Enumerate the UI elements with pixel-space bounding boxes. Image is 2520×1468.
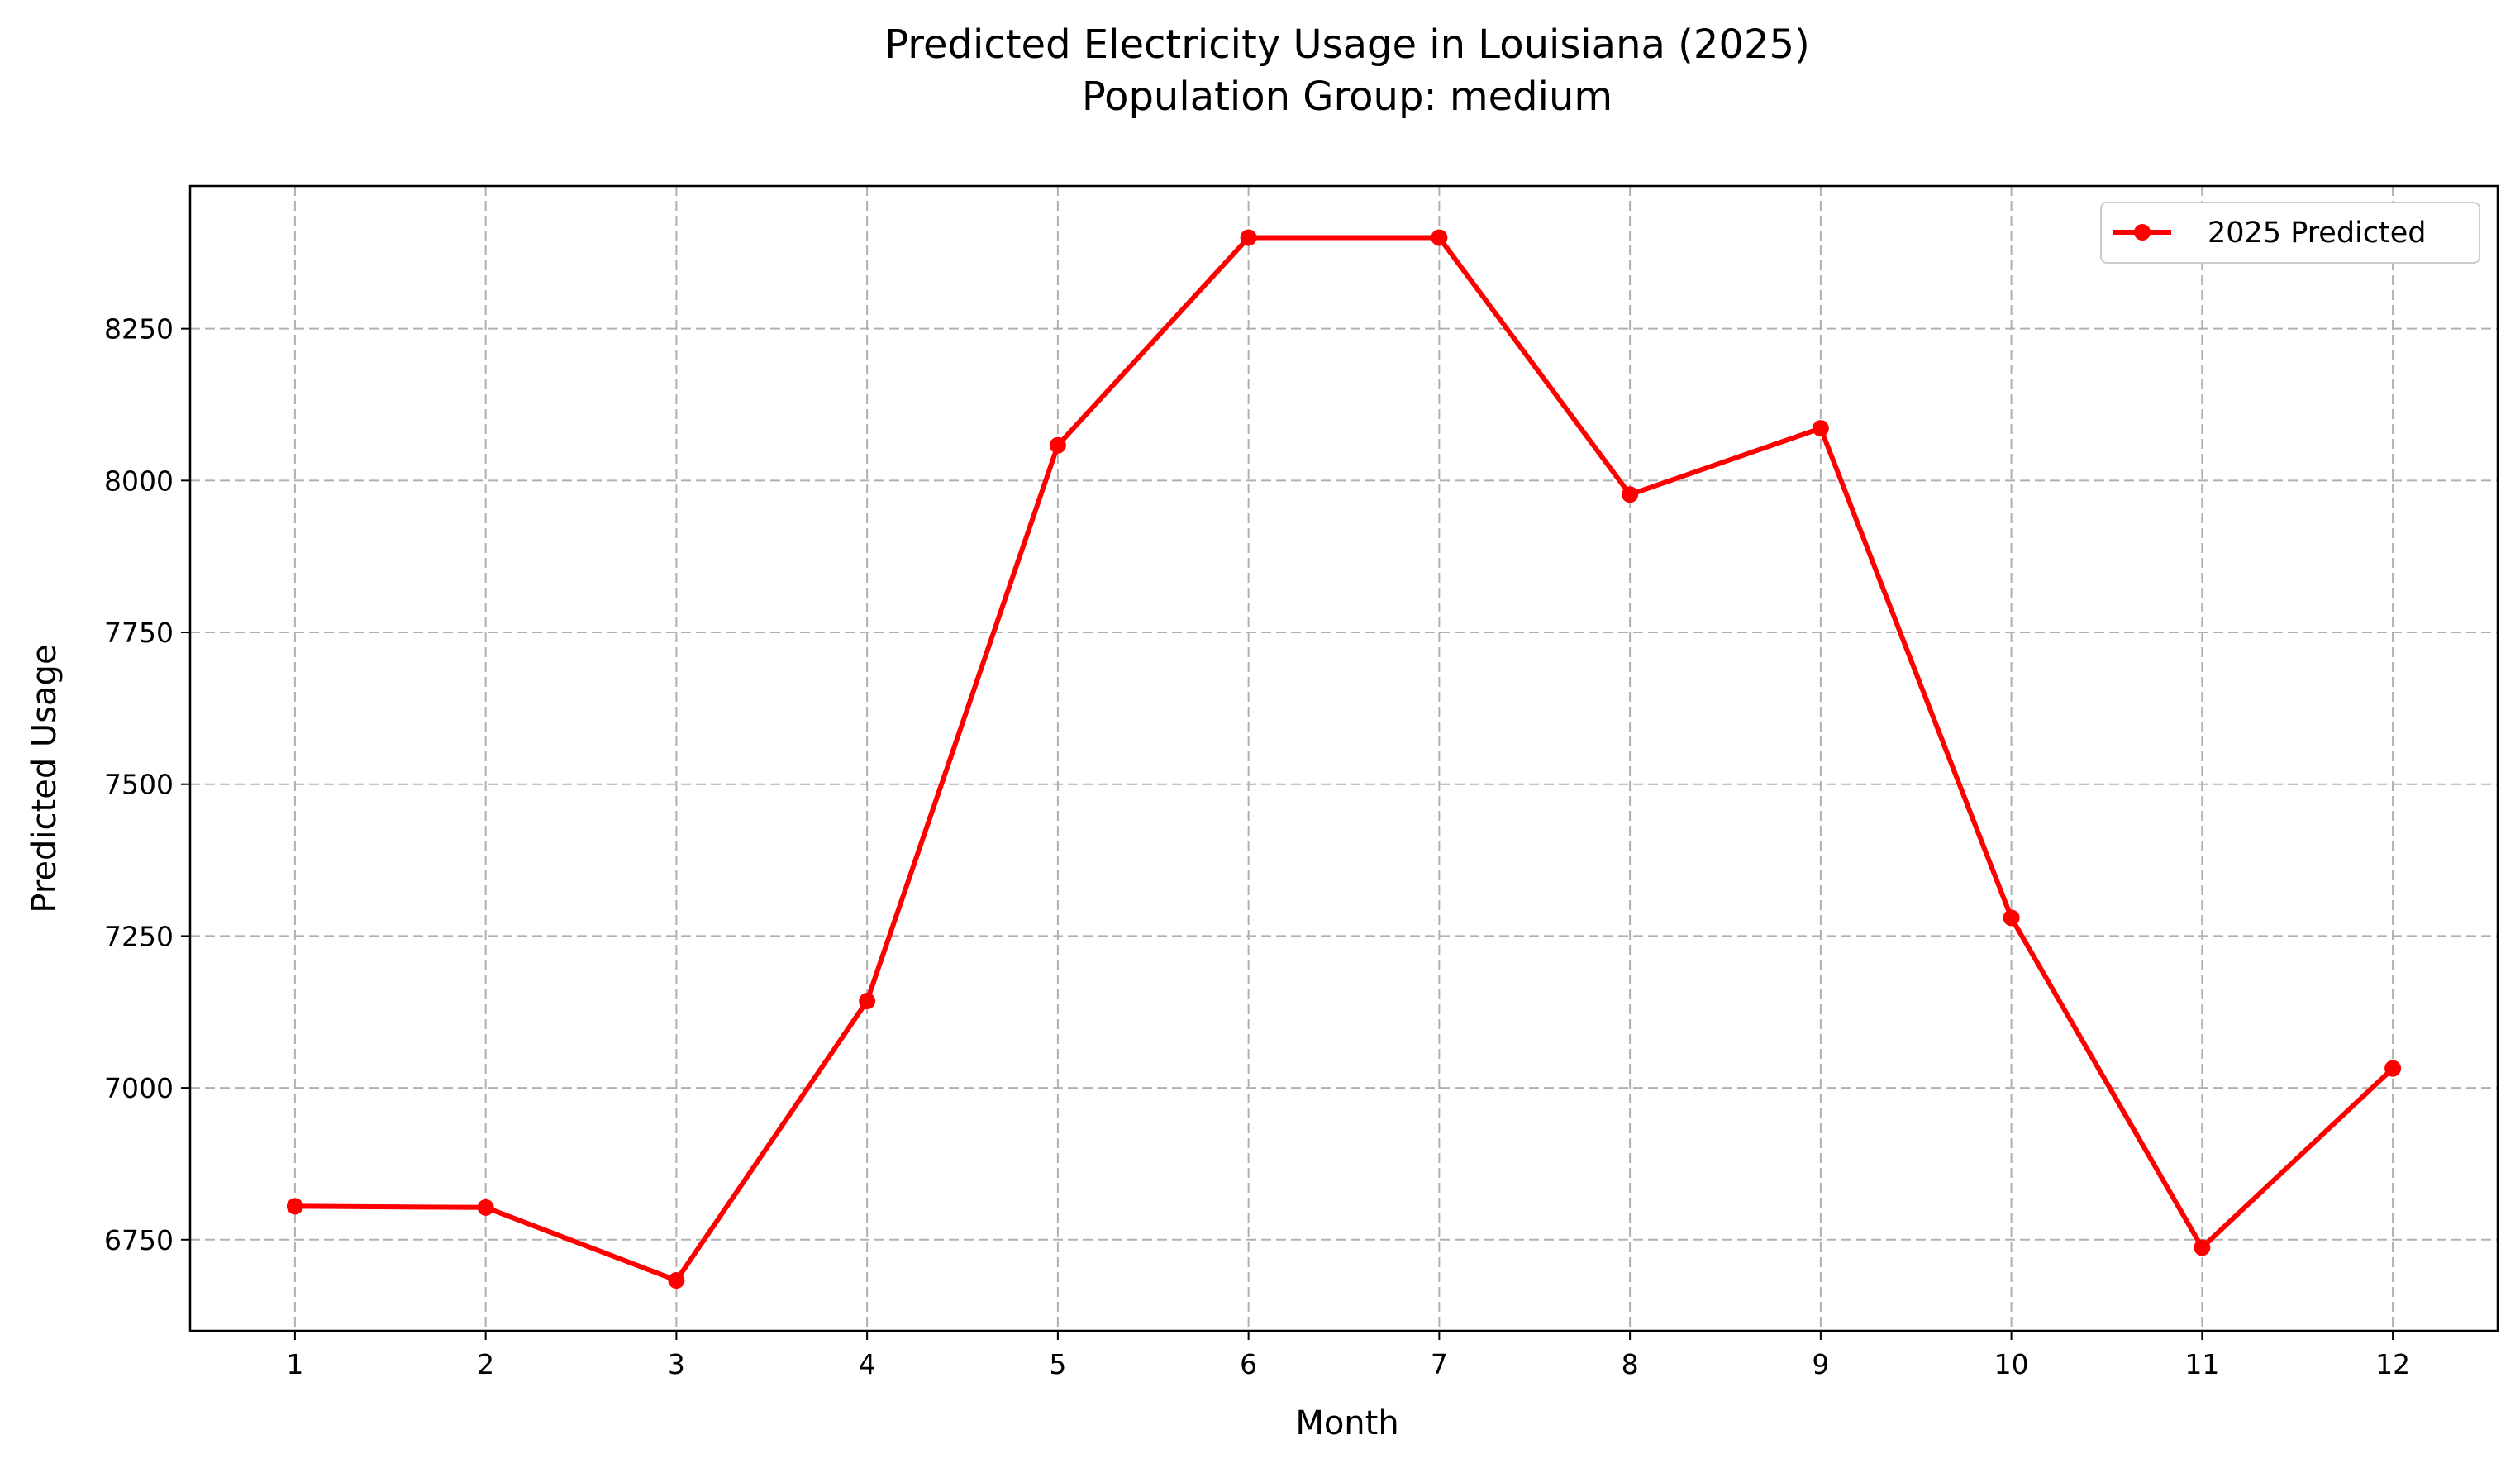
x-tick-label: 4 — [859, 1348, 876, 1380]
data-point — [477, 1199, 494, 1216]
data-point — [1431, 229, 1448, 246]
y-axis-label: Predicted Usage — [26, 644, 64, 913]
legend-box — [2100, 202, 2480, 264]
x-tick-label: 5 — [1049, 1348, 1066, 1380]
x-tick-label: 3 — [668, 1348, 685, 1380]
x-tick-label: 1 — [286, 1348, 303, 1380]
data-point — [2194, 1239, 2211, 1256]
x-tick-label: 8 — [1622, 1348, 1639, 1380]
data-point — [668, 1272, 685, 1289]
plot-frame — [188, 184, 2499, 1332]
legend-marker — [2134, 224, 2151, 241]
grid — [190, 186, 2498, 1331]
x-tick-label: 2 — [477, 1348, 494, 1380]
x-tick-label: 12 — [2375, 1348, 2410, 1380]
data-point — [1812, 420, 1829, 437]
chart-title: Predicted Electricity Usage in Louisiana… — [884, 21, 1810, 68]
x-tick-label: 6 — [1240, 1348, 1257, 1380]
data-point — [1622, 486, 1639, 503]
data-point — [1240, 229, 1257, 246]
x-tick-label: 7 — [1431, 1348, 1448, 1380]
series-layer — [286, 229, 2402, 1289]
y-tick-label: 7750 — [104, 617, 174, 649]
y-tick-label: 8000 — [104, 465, 174, 497]
chart-subtitle: Population Group: medium — [1082, 74, 1613, 120]
data-point — [2384, 1060, 2402, 1077]
data-point — [286, 1198, 303, 1215]
y-tick-label: 7500 — [104, 769, 174, 801]
axes: 1 2 3 4 5 6 7 8 9 10 11 126750700072507500775080008… — [104, 184, 2499, 1380]
data-point — [859, 993, 876, 1010]
y-tick-label: 6750 — [104, 1224, 174, 1256]
y-tick-label: 8250 — [104, 313, 174, 346]
x-tick-label: 10 — [1994, 1348, 2029, 1380]
x-axis-label: Month — [1295, 1404, 1398, 1442]
data-point — [1049, 436, 1066, 454]
series-line — [292, 235, 2396, 1283]
y-tick-label: 7000 — [104, 1072, 174, 1104]
legend: 2025 Predicted — [2100, 202, 2480, 264]
y-tick-label: 7250 — [104, 920, 174, 952]
x-tick-label: 9 — [1812, 1348, 1829, 1380]
legend-label: 2025 Predicted — [2208, 217, 2427, 250]
data-point — [2003, 909, 2020, 927]
x-tick-label: 11 — [2184, 1348, 2219, 1380]
